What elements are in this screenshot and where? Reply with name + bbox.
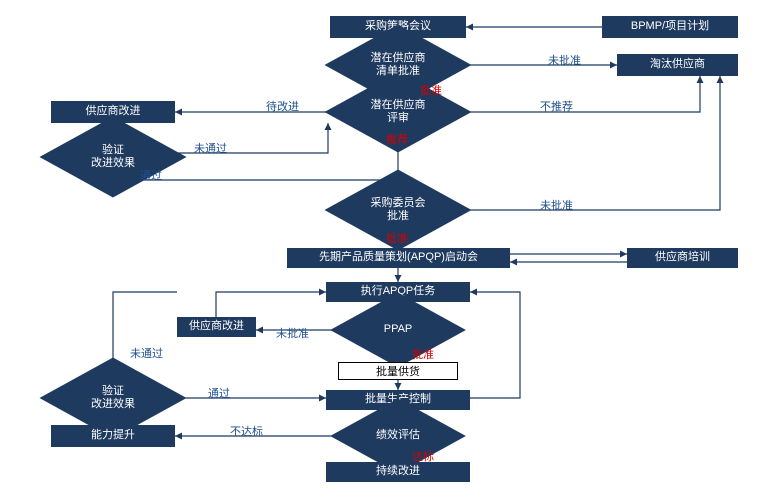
node-n7-text: 验证改进效果: [61, 105, 165, 209]
edge-label-e3: 不推荐: [540, 98, 573, 114]
node-n7: 验证改进效果: [61, 105, 165, 209]
edge-label-e10: 未批准: [276, 325, 309, 341]
node-n8: 采购委员会批准: [346, 158, 450, 262]
node-n2: BPMP/项目计划: [602, 16, 738, 38]
node-n8-text: 采购委员会批准: [346, 158, 450, 262]
edge-label-e14: 不达标: [230, 423, 263, 439]
node-n5-text: 潜在供应商评审: [346, 60, 450, 164]
node-n13: 供应商改进: [177, 317, 256, 337]
node-n4-text: 淘汰供应商: [650, 58, 705, 71]
node-n16-text: 绩效评估: [350, 388, 446, 484]
edge-label-e13: 通过: [208, 385, 230, 401]
edge-label-e8: 未批准: [540, 197, 573, 213]
node-n18-text: 验证改进效果: [61, 346, 165, 450]
edge-label-e6: 未通过: [194, 140, 227, 156]
flowchart-canvas: 采购策略会议 BPMP/项目计划 潜在供应商清单批准 淘汰供应商 潜在供应商评审…: [0, 0, 768, 500]
node-n18: 验证改进效果: [61, 346, 165, 450]
edge-label-e4: 待改进: [266, 98, 299, 114]
node-n12: PPAP: [350, 282, 446, 378]
node-n2-text: BPMP/项目计划: [631, 20, 709, 33]
node-n13-text: 供应商改进: [189, 320, 244, 333]
node-n12-text: PPAP: [350, 282, 446, 378]
node-n16: 绩效评估: [350, 388, 446, 484]
node-n5: 潜在供应商评审: [346, 60, 450, 164]
node-n10-text: 供应商培训: [655, 251, 710, 264]
node-n4: 淘汰供应商: [617, 54, 738, 76]
edge-label-e1: 未批准: [548, 52, 581, 68]
node-n10: 供应商培训: [627, 248, 738, 268]
